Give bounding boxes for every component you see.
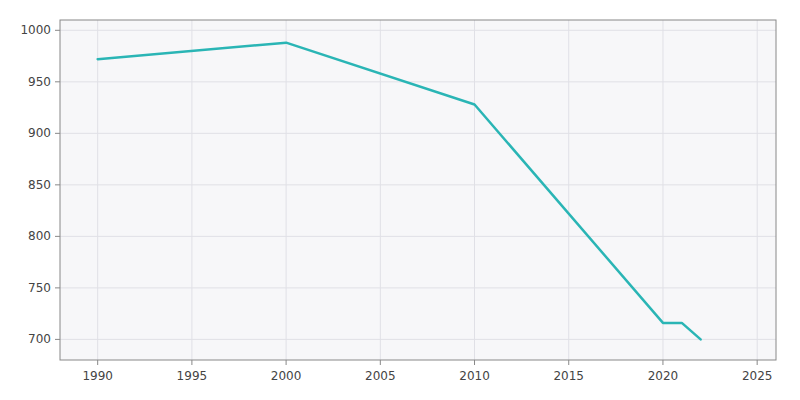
plot-frame: [60, 20, 776, 360]
y-tick-label: 1000: [20, 23, 51, 37]
x-grid-line: [474, 20, 475, 360]
chart-svg: 1990 1995 2000 2005 2010 2015 2020 2025 700 750 80…: [0, 0, 800, 400]
y-tick: [55, 236, 60, 237]
x-grid-line: [757, 20, 758, 360]
y-tick-label: 850: [28, 178, 51, 192]
y-grid-line: [60, 287, 776, 288]
x-tick: [662, 360, 663, 365]
x-tick-label: 2000: [271, 369, 302, 383]
x-tick: [286, 360, 287, 365]
series-group: [98, 43, 701, 340]
y-grid-line: [60, 81, 776, 82]
y-tick-label: 800: [28, 229, 51, 243]
x-grid-line: [380, 20, 381, 360]
x-tick-label: 2025: [742, 369, 773, 383]
x-tick: [568, 360, 569, 365]
axes: 1990 1995 2000 2005 2010 2015 2020 2025 700 750 80…: [20, 23, 772, 383]
x-tick: [97, 360, 98, 365]
y-tick: [55, 184, 60, 185]
y-tick-label: 750: [28, 281, 51, 295]
x-tick: [191, 360, 192, 365]
y-grid-line: [60, 236, 776, 237]
y-grid-line: [60, 30, 776, 31]
y-tick-label: 700: [28, 332, 51, 346]
y-grid-line: [60, 184, 776, 185]
x-grid-line: [286, 20, 287, 360]
x-tick-label: 2010: [459, 369, 490, 383]
x-tick-label: 2020: [648, 369, 679, 383]
x-tick: [380, 360, 381, 365]
plot-background: [60, 20, 776, 360]
x-tick: [474, 360, 475, 365]
chart-container: 1990 1995 2000 2005 2010 2015 2020 2025 700 750 80…: [0, 0, 800, 400]
x-tick-label: 1995: [177, 369, 208, 383]
x-tick-label: 2015: [553, 369, 584, 383]
line: [98, 43, 701, 340]
x-grid-line: [662, 20, 663, 360]
y-tick-label: 900: [28, 126, 51, 140]
x-grid-line: [191, 20, 192, 360]
x-tick: [757, 360, 758, 365]
grid: [60, 20, 776, 360]
y-grid-line: [60, 133, 776, 134]
y-tick: [55, 81, 60, 82]
y-tick: [55, 30, 60, 31]
y-tick: [55, 339, 60, 340]
y-grid-line: [60, 339, 776, 340]
x-tick-label: 2005: [365, 369, 396, 383]
x-tick-label: 1990: [82, 369, 113, 383]
y-tick: [55, 133, 60, 134]
y-tick-label: 950: [28, 75, 51, 89]
x-grid-line: [97, 20, 98, 360]
y-tick: [55, 287, 60, 288]
x-grid-line: [568, 20, 569, 360]
